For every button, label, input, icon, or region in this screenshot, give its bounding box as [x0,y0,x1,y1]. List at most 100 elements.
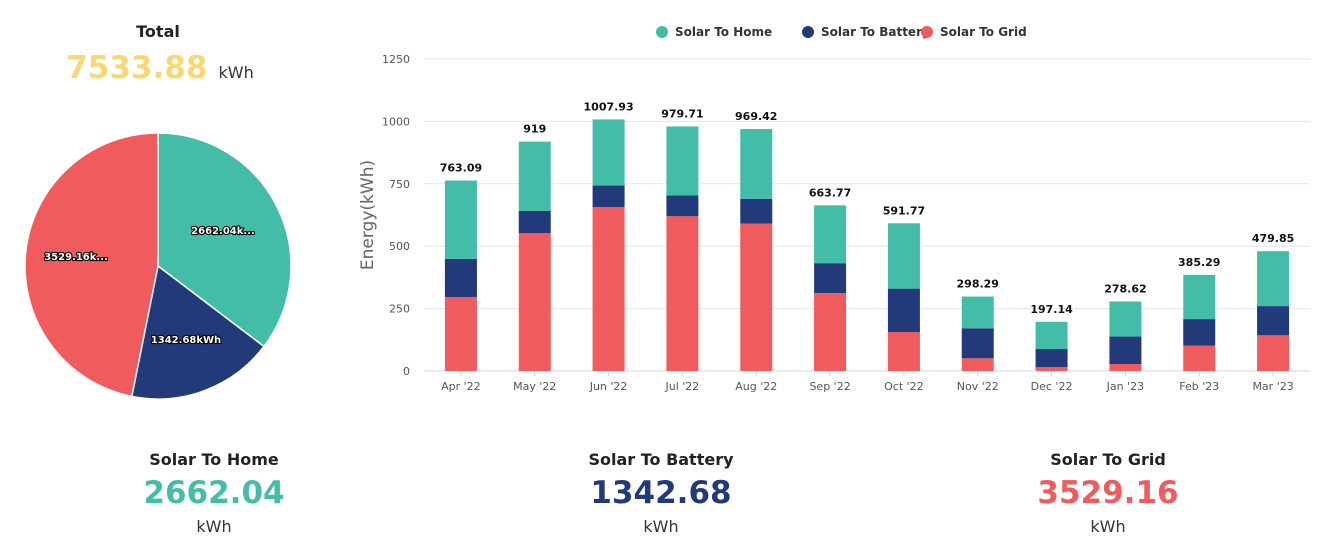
bar-segment [444,297,477,371]
bar-segment [1035,367,1068,371]
x-tick-label: Oct '22 [884,380,924,393]
total-title: Total [136,22,180,41]
bar-segment [1257,335,1290,371]
x-tick-label: Dec '22 [1031,380,1073,393]
bar-segment [1035,349,1068,368]
bar-segment [666,216,699,371]
y-tick-label: 1000 [382,115,410,128]
bar-total-label: 278.62 [1104,282,1146,295]
total-value: 7533.88 [66,50,208,86]
pie-slice [130,264,265,400]
x-tick-label: Nov '22 [957,380,999,393]
bar-segment [887,332,920,371]
summary-solar-to-home: Solar To Home 2662.04 kWh [94,450,334,536]
x-tick-label: Mar '23 [1252,380,1293,393]
bar-total-label: 663.77 [809,186,851,199]
pie-slice-label: 3529.16k... [44,252,108,263]
bar-segment [444,180,477,259]
total-row: 7533.88 kWh [30,50,290,86]
x-tick-label: Feb '23 [1179,380,1219,393]
bar-segment [814,263,847,294]
pie-slice [157,132,292,348]
bar-segment [814,205,847,264]
bar-segment [592,119,625,186]
legend-label: Solar To Grid [940,25,1027,39]
legend-label: Solar To Battery [821,25,930,39]
legend-label: Solar To Home [675,25,772,39]
legend-item: Solar To Home [656,25,772,39]
bar-segment [961,328,994,359]
summary-unit: kWh [643,517,679,536]
bar-total-label: 298.29 [957,278,999,291]
bar-segment [961,296,994,329]
y-tick-label: 1250 [382,53,410,66]
x-tick-label: May '22 [513,380,556,393]
bar-segment [518,141,551,211]
total-unit: kWh [218,63,254,82]
bar-segment [444,258,477,298]
bar-segment [887,223,920,289]
bar-total-label: 479.85 [1252,232,1294,245]
legend-item: Solar To Grid [921,25,1027,39]
x-tick-label: Apr '22 [441,380,481,393]
bar-segment [666,195,699,217]
pie-slice-label: 2662.04k... [191,226,255,237]
legend-marker [802,26,814,38]
bar-segment [1257,306,1290,336]
bar-segment [666,126,699,196]
summary-title: Solar To Grid [1050,450,1166,469]
legend-item: Solar To Battery [802,25,930,39]
legend-marker [656,26,668,38]
bar-segment [1109,336,1142,365]
bar-segment [1183,319,1216,346]
bar-total-label: 591.77 [883,204,925,217]
bar-segment [518,210,551,234]
summary-title: Solar To Home [149,450,279,469]
bar-total-label: 385.29 [1178,256,1220,269]
x-tick-label: Jan '23 [1106,380,1144,393]
bar-segment [961,358,994,371]
bar-segment [1109,301,1142,337]
y-tick-label: 250 [389,303,410,316]
summary-solar-to-battery: Solar To Battery 1342.68 kWh [541,450,781,536]
stacked-bar-chart: 0 250 500 750 1000 1250 Energy(kWh) 763.09 Apr '… [358,25,1310,393]
y-tick-label: 500 [389,240,410,253]
bar-total-label: 1007.93 [584,100,634,113]
x-tick-label: Jun '22 [589,380,628,393]
bar-segment [887,288,920,333]
bar-total-label: 919 [523,123,546,136]
summary-unit: kWh [1090,517,1126,536]
x-tick-label: Aug '22 [735,380,777,393]
bar-segment [1183,345,1216,371]
pie-chart: 2662.04k... 1342.68kWh 3529.16k... [24,132,292,400]
bar-segment [814,293,847,371]
bar-segment [1257,251,1290,307]
bar-total-label: 197.14 [1030,303,1073,316]
bar-segment [740,198,773,224]
summary-value: 3529.16 [1037,475,1179,511]
legend-marker [921,26,933,38]
summary-title: Solar To Battery [588,450,734,469]
x-tick-label: Sep '22 [809,380,850,393]
y-tick-label: 0 [403,365,410,378]
bar-segment [1183,274,1216,320]
bar-segment [592,185,625,208]
bar-segment [1035,321,1068,350]
y-tick-label: 750 [389,178,410,191]
bar-segment [592,207,625,371]
bar-segment [740,129,773,199]
summary-value: 2662.04 [143,475,285,511]
bar-segment [518,233,551,371]
bar-total-label: 969.42 [735,110,777,123]
summary-solar-to-grid: Solar To Grid 3529.16 kWh [988,450,1228,536]
pie-slice-label: 1342.68kWh [151,335,221,346]
pie-slice [24,132,159,398]
summary-value: 1342.68 [590,475,732,511]
bar-total-label: 763.09 [440,162,482,175]
y-axis-label: Energy(kWh) [358,160,378,270]
bar-segment [1109,364,1142,371]
summary-unit: kWh [196,517,232,536]
bar-total-label: 979.71 [661,107,703,120]
bar-segment [740,223,773,371]
x-tick-label: Jul '22 [665,380,700,393]
